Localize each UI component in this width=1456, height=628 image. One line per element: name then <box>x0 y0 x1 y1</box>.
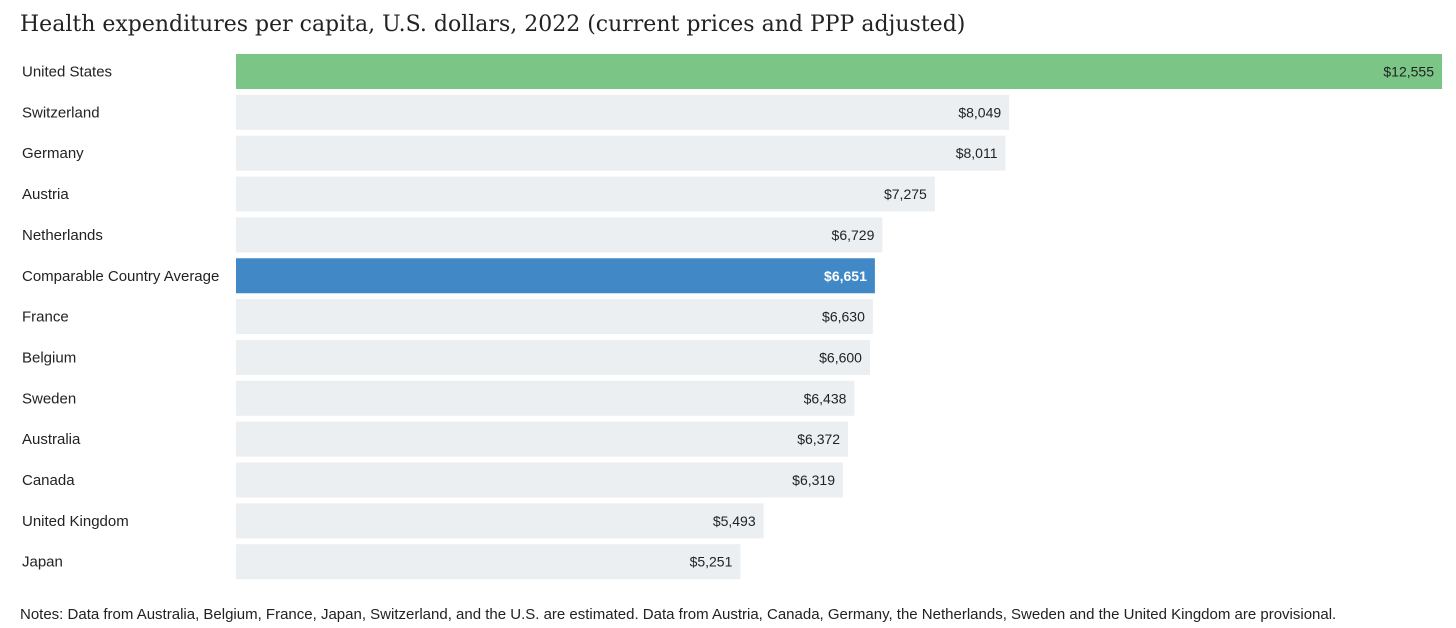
category-label-united-states: United States <box>22 64 112 81</box>
category-label-japan: Japan <box>22 554 63 571</box>
bar-united-states <box>236 54 1442 89</box>
value-label-sweden: $6,438 <box>804 390 847 406</box>
value-label-united-states: $12,555 <box>1383 64 1434 80</box>
value-label-comparable-country-average: $6,651 <box>824 268 867 284</box>
bar-germany <box>236 135 1006 171</box>
bar-sweden <box>236 380 855 416</box>
bar-belgium <box>236 339 870 375</box>
category-label-netherlands: Netherlands <box>22 227 103 244</box>
value-label-japan: $5,251 <box>690 554 733 570</box>
chart-title: Health expenditures per capita, U.S. dol… <box>20 12 966 37</box>
category-label-switzerland: Switzerland <box>22 104 100 121</box>
bar-australia <box>236 421 849 457</box>
category-label-germany: Germany <box>22 145 84 162</box>
value-label-france: $6,630 <box>822 309 865 325</box>
category-label-canada: Canada <box>22 472 75 489</box>
category-label-france: France <box>22 309 69 326</box>
bar-switzerland <box>236 94 1010 130</box>
bar-comparable-country-average <box>236 258 875 294</box>
bar-austria <box>236 176 935 212</box>
category-label-sweden: Sweden <box>22 390 76 407</box>
bar-united-kingdom <box>236 503 764 539</box>
bar-france <box>236 299 873 335</box>
category-label-comparable-country-average: Comparable Country Average <box>22 268 219 285</box>
category-label-belgium: Belgium <box>22 349 76 366</box>
category-label-austria: Austria <box>22 186 69 203</box>
value-label-netherlands: $6,729 <box>832 227 875 243</box>
chart-note: Notes: Data from Australia, Belgium, Fra… <box>20 606 1337 623</box>
category-label-australia: Australia <box>22 431 81 448</box>
category-label-united-kingdom: United Kingdom <box>22 513 129 530</box>
value-label-germany: $8,011 <box>956 145 998 161</box>
bar-canada <box>236 462 843 498</box>
value-label-austria: $7,275 <box>884 186 927 202</box>
value-label-belgium: $6,600 <box>819 349 862 365</box>
bar-japan <box>236 544 741 580</box>
value-label-canada: $6,319 <box>792 472 835 488</box>
value-label-united-kingdom: $5,493 <box>713 513 756 529</box>
value-label-australia: $6,372 <box>797 431 840 447</box>
value-label-switzerland: $8,049 <box>958 104 1001 120</box>
bar-netherlands <box>236 217 883 253</box>
